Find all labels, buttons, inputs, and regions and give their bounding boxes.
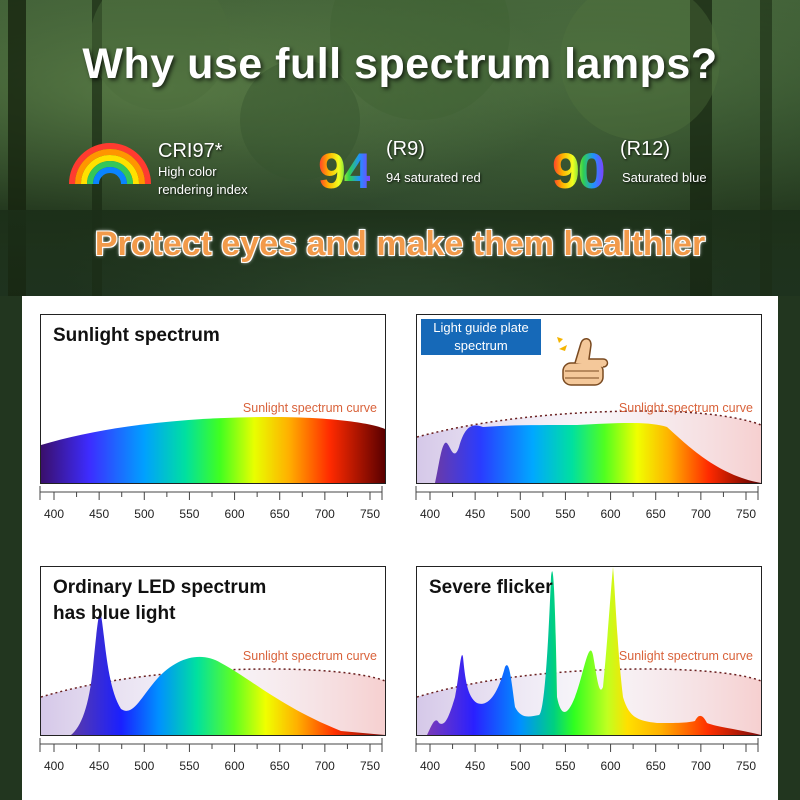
- axis-tick-label: 550: [179, 759, 199, 773]
- axis-tick-label: 600: [601, 759, 621, 773]
- page-title: Why use full spectrum lamps?: [82, 40, 718, 88]
- sunlight-plot: Sunlight spectrum Sunlight spectrum curv…: [40, 314, 386, 484]
- axis-tick-label: 700: [691, 759, 711, 773]
- right-border: [778, 296, 800, 800]
- panel-title: Severe flicker: [429, 577, 553, 598]
- panel-severe-flicker: Severe flicker Sunlight spectrum curve 4…: [412, 566, 762, 786]
- left-border: [0, 296, 22, 800]
- axis-tick-label: 650: [646, 759, 666, 773]
- axis-tick-label: 700: [315, 507, 335, 521]
- r12-value: 90: [552, 143, 606, 199]
- panel-title-line1: Ordinary LED spectrum: [53, 577, 267, 598]
- wavelength-axis: 400 450 500 550 600 650 700 750: [39, 738, 383, 773]
- axis-tick-label: 750: [736, 507, 756, 521]
- axis-tick-label: 450: [89, 759, 109, 773]
- axis-tick-label: 400: [420, 759, 440, 773]
- curve-label: Sunlight spectrum curve: [618, 401, 753, 415]
- axis-tick-label: 500: [510, 759, 530, 773]
- axis-tick-label: 400: [44, 507, 64, 521]
- curve-label: Sunlight spectrum curve: [618, 649, 753, 663]
- severe-flicker-spectrum-graph: [417, 567, 761, 735]
- axis-tick-label: 600: [225, 759, 245, 773]
- axis-tick-label: 500: [134, 507, 154, 521]
- cri-desc-line1: High color: [158, 164, 217, 179]
- wavelength-axis: 400 450 500 550 600 650 700 750: [39, 486, 383, 521]
- axis-tick-label: 650: [646, 507, 666, 521]
- axis-tick-label: 750: [360, 759, 380, 773]
- panel-ordinary-led: Ordinary LED spectrum has blue light Sun…: [36, 566, 386, 786]
- spectrum-panels: Sunlight spectrum Sunlight spectrum curv…: [22, 296, 778, 800]
- light-guide-plot: Light guide plate spectrum Sunlight spec…: [416, 314, 762, 484]
- light-guide-spectrum-graph: [417, 410, 761, 483]
- panel-title: Sunlight spectrum: [53, 325, 220, 346]
- rainbow-icon: [69, 143, 151, 185]
- panel-sunlight: Sunlight spectrum Sunlight spectrum curv…: [36, 314, 386, 534]
- panel-title-line2: has blue light: [53, 603, 176, 624]
- axis-tick-label: 550: [555, 507, 575, 521]
- axis-tick-label: 650: [270, 507, 290, 521]
- ordinary-led-plot: Ordinary LED spectrum has blue light Sun…: [40, 566, 386, 736]
- r9-desc: 94 saturated red: [386, 170, 481, 185]
- cri-code: CRI97*: [158, 140, 223, 162]
- panel-light-guide: Light guide plate spectrum Sunlight spec…: [412, 314, 762, 534]
- axis-tick-label: 750: [736, 759, 756, 773]
- wavelength-axis: 400 450 500 550 600 650 700 750: [415, 738, 759, 773]
- panel-title-line2: spectrum: [454, 338, 508, 353]
- axis-tick-label: 650: [270, 759, 290, 773]
- axis-tick-label: 600: [601, 507, 621, 521]
- wavelength-axis: 400 450 500 550 600 650 700 750: [415, 486, 759, 521]
- r12-code: (R12): [620, 138, 671, 160]
- axis-tick-label: 500: [510, 507, 530, 521]
- axis-tick-label: 750: [360, 507, 380, 521]
- r9-value: 94: [318, 143, 372, 199]
- axis-tick-label: 450: [89, 507, 109, 521]
- sunlight-spectrum-graph: [41, 417, 385, 483]
- r9-code: (R9): [386, 138, 425, 160]
- slogan: Protect eyes and make them healthier: [94, 225, 706, 263]
- axis-tick-label: 400: [420, 507, 440, 521]
- severe-flicker-plot: Severe flicker Sunlight spectrum curve: [416, 566, 762, 736]
- forest-trees-decoration: [0, 0, 800, 296]
- r12-desc: Saturated blue: [622, 170, 707, 185]
- forest-hero-background: Why use full spectrum lamps? CRI97* High…: [0, 0, 800, 296]
- axis-tick-label: 450: [465, 507, 485, 521]
- axis-tick-label: 700: [691, 507, 711, 521]
- axis-tick-label: 500: [134, 759, 154, 773]
- axis-tick-label: 450: [465, 759, 485, 773]
- curve-label: Sunlight spectrum curve: [242, 649, 377, 663]
- cri-desc-line2: rendering index: [158, 182, 248, 197]
- panel-label-box: Light guide plate spectrum: [421, 319, 541, 355]
- axis-tick-label: 600: [225, 507, 245, 521]
- axis-tick-label: 400: [44, 759, 64, 773]
- panel-title: Ordinary LED spectrum has blue light: [53, 575, 266, 627]
- curve-label: Sunlight spectrum curve: [242, 401, 377, 415]
- axis-tick-label: 550: [179, 507, 199, 521]
- axis-tick-label: 550: [555, 759, 575, 773]
- ordinary-led-spectrum-graph: [41, 613, 385, 735]
- panel-title-line1: Light guide plate: [433, 320, 529, 335]
- thumbs-up-icon: [557, 337, 609, 386]
- axis-tick-label: 700: [315, 759, 335, 773]
